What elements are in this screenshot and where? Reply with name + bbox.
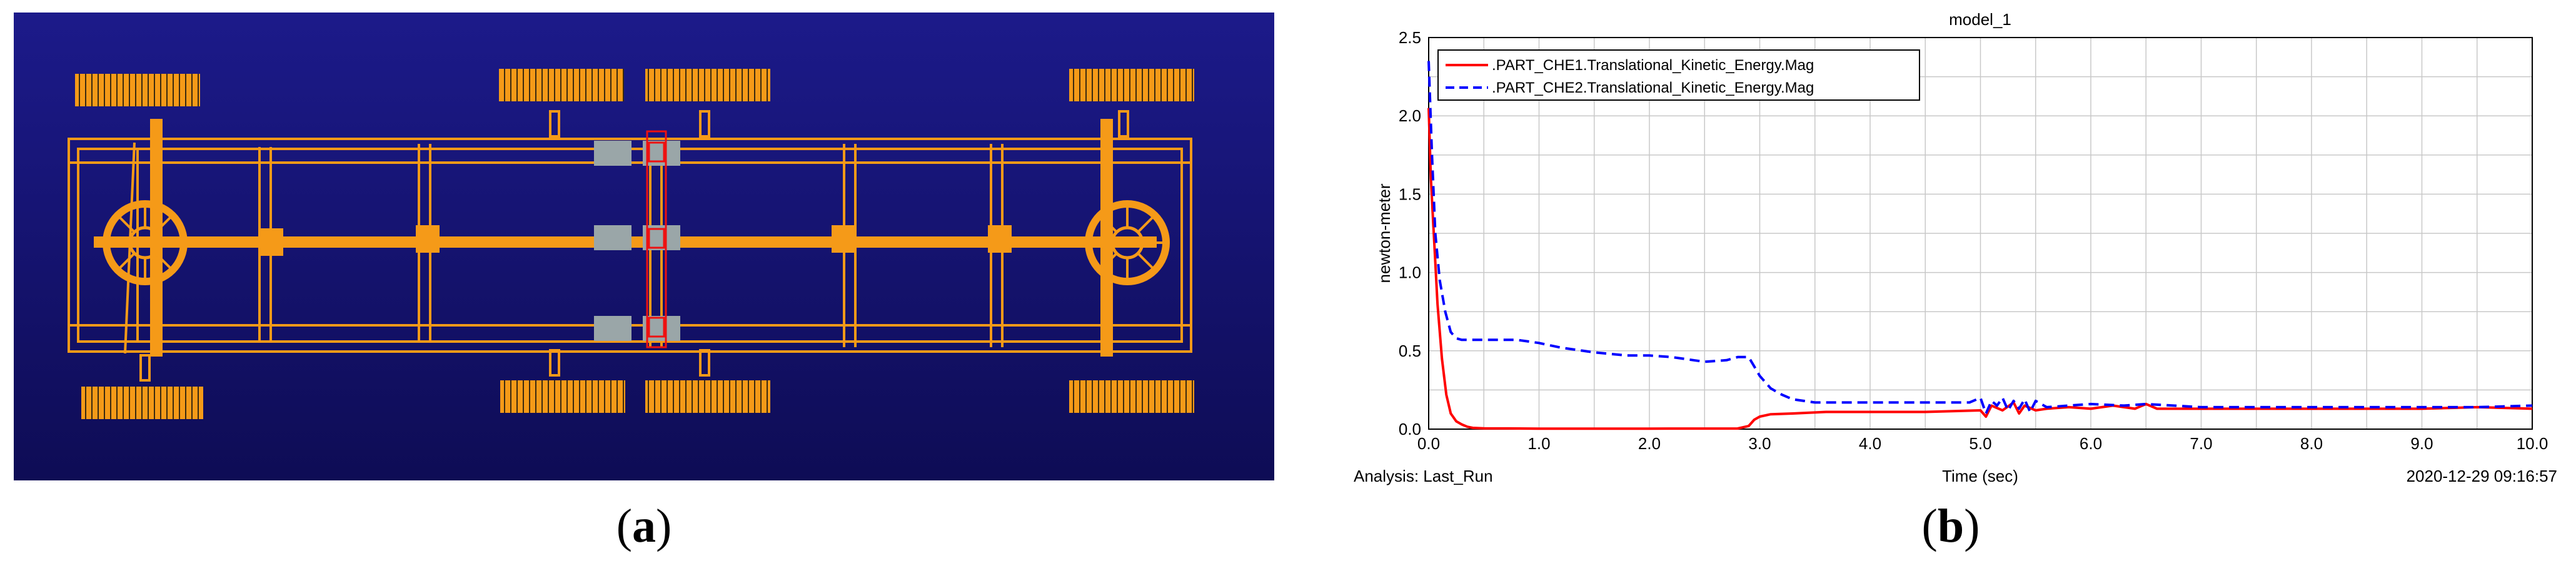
chart-title: model_1 [1949,10,2011,29]
highlighted-joint-1 [648,141,665,163]
spine-block-1 [259,228,283,256]
kinetic-energy-chart: model_1 newton-meter Time (sec) Analysis… [1354,10,2557,485]
caption-a: (a) [616,500,672,552]
hanger-2 [699,110,710,138]
rear-axle-bar [1100,119,1113,357]
y-axis-ticks: 0.0 0.5 1.0 1.5 2.0 2.5 [1399,28,1421,439]
x-tick-label: 7.0 [2190,434,2212,453]
vehicle-model-view [14,13,1274,480]
tire-8 [1069,380,1194,413]
x-tick-label: 3.0 [1748,434,1771,453]
spine-block-4 [988,225,1012,253]
hanger-5 [699,349,710,377]
wheel-spoke [154,216,172,233]
highlighted-joint-3 [648,317,665,338]
wheel-spoke [154,252,172,270]
x-tick-label: 6.0 [2080,434,2102,453]
x-axis-label: Time (sec) [1942,467,2018,485]
y-tick-label: 1.5 [1399,185,1421,203]
caption-b: (b) [1921,500,1980,552]
hanger-4 [549,349,560,377]
wheel-hub-2 [1085,200,1170,285]
tire-4 [1069,69,1194,101]
wheel-spoke [118,216,136,233]
highlighted-axle-frame [646,130,667,348]
outer-frame-outline [68,138,1192,353]
chart-series [1427,61,2533,430]
tire-7 [645,380,770,413]
y-tick-label: 1.0 [1399,263,1421,282]
tire-2 [499,69,624,101]
suspension-part-left-1 [594,141,631,166]
hanger-6 [139,354,151,382]
x-tick-label: 1.0 [1527,434,1550,453]
legend-label-series-2: .PART_CHE2.Translational_Kinetic_Energy.… [1492,79,1814,96]
tire-6 [500,380,625,413]
y-tick-label: 0.5 [1399,342,1421,360]
y-tick-label: 0.0 [1399,420,1421,439]
x-tick-label: 9.0 [2410,434,2433,453]
x-tick-label: 2.0 [1638,434,1661,453]
analysis-label: Analysis: Last_Run [1354,467,1493,485]
plot-frame [1428,37,2533,430]
wheel-spoke [1137,216,1154,233]
legend-label-series-1: .PART_CHE1.Translational_Kinetic_Energy.… [1492,57,1814,74]
x-tick-label: 0.0 [1417,434,1440,453]
series-line-2 [1427,61,2533,415]
x-tick-label: 8.0 [2300,434,2323,453]
tire-3 [645,69,770,101]
front-axle-bar [150,119,163,357]
panel-a: (a) [0,0,1288,570]
legend: .PART_CHE1.Translational_Kinetic_Energy.… [1437,49,1920,101]
spine-block-3 [832,225,855,253]
x-tick-label: 5.0 [1969,434,1991,453]
y-tick-label: 2.0 [1399,106,1421,125]
wheel-spoke [118,252,136,270]
wheel-spoke [1100,216,1118,233]
series-line-1 [1427,108,2533,430]
hanger-1 [549,110,560,138]
wheel-spoke [1100,252,1118,270]
x-tick-label: 4.0 [1859,434,1881,453]
wheel-hub-1 [103,200,188,285]
suspension-part-left-3 [594,316,631,341]
wheel-spoke [1137,252,1154,270]
suspension-part-left-2 [594,225,631,250]
panel-b: model_1 newton-meter Time (sec) Analysis… [1288,0,2576,570]
highlighted-joint-2 [648,228,665,249]
chassis-wireframe [68,69,1194,419]
y-axis-label: newton-meter [1375,183,1394,283]
x-axis-ticks: 0.0 1.0 2.0 3.0 4.0 5.0 6.0 7.0 8.0 9.0 10.0 [1417,434,2548,453]
timestamp-label: 2020-12-29 09:16:57 [2407,467,2557,485]
x-tick-label: 10.0 [2517,434,2548,453]
tire-5 [81,387,203,419]
tire-1 [75,74,200,106]
spine-block-2 [416,225,440,253]
legend-box [1437,49,1920,101]
hanger-3 [1118,110,1129,138]
y-tick-label: 2.5 [1399,28,1421,47]
